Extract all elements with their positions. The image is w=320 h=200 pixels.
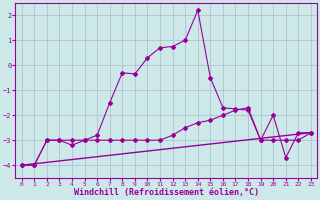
X-axis label: Windchill (Refroidissement éolien,°C): Windchill (Refroidissement éolien,°C): [74, 188, 259, 197]
